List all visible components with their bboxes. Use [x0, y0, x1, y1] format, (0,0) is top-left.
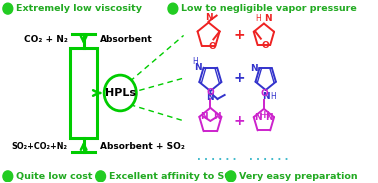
Text: HPLs: HPLs	[105, 88, 136, 98]
Text: Low to negligible vapor pressure: Low to negligible vapor pressure	[181, 4, 357, 13]
Circle shape	[96, 171, 105, 182]
Text: N: N	[264, 14, 271, 23]
Text: H: H	[192, 57, 198, 66]
Circle shape	[104, 75, 136, 111]
Text: N: N	[250, 64, 258, 73]
Text: N: N	[266, 113, 273, 122]
Text: Very easy preparation: Very easy preparation	[239, 172, 358, 181]
Text: O: O	[206, 88, 214, 97]
Text: H: H	[256, 14, 261, 23]
Text: Excellent affinity to SO₂: Excellent affinity to SO₂	[108, 172, 236, 181]
Circle shape	[168, 3, 178, 14]
Text: N: N	[206, 93, 214, 102]
Circle shape	[3, 171, 13, 182]
Text: O: O	[209, 42, 216, 51]
Text: · · · · · ·: · · · · · ·	[249, 156, 288, 165]
Text: · · · · · ·: · · · · · ·	[197, 156, 236, 165]
Text: +: +	[233, 28, 245, 42]
Text: N: N	[194, 63, 202, 72]
Text: N: N	[213, 112, 220, 121]
Text: Absorbent: Absorbent	[100, 35, 152, 44]
Text: O: O	[262, 41, 270, 50]
Circle shape	[226, 171, 236, 182]
Text: Absorbent + SO₂: Absorbent + SO₂	[100, 142, 184, 151]
Text: N: N	[200, 112, 208, 121]
Text: H: H	[263, 111, 269, 120]
Text: +: +	[233, 71, 245, 85]
Text: N: N	[262, 92, 270, 101]
Text: H: H	[270, 92, 276, 101]
Text: Quite low cost: Quite low cost	[16, 172, 92, 181]
Text: O: O	[260, 89, 268, 98]
Text: N: N	[205, 12, 212, 22]
Text: CO₂ + N₂: CO₂ + N₂	[24, 35, 68, 44]
Text: Extremely low viscosity: Extremely low viscosity	[16, 4, 142, 13]
Bar	[70, 48, 97, 138]
Text: SO₂+CO₂+N₂: SO₂+CO₂+N₂	[12, 142, 68, 151]
Circle shape	[3, 3, 13, 14]
Text: H: H	[259, 111, 265, 120]
Text: N: N	[255, 113, 262, 122]
Text: +: +	[233, 114, 245, 128]
